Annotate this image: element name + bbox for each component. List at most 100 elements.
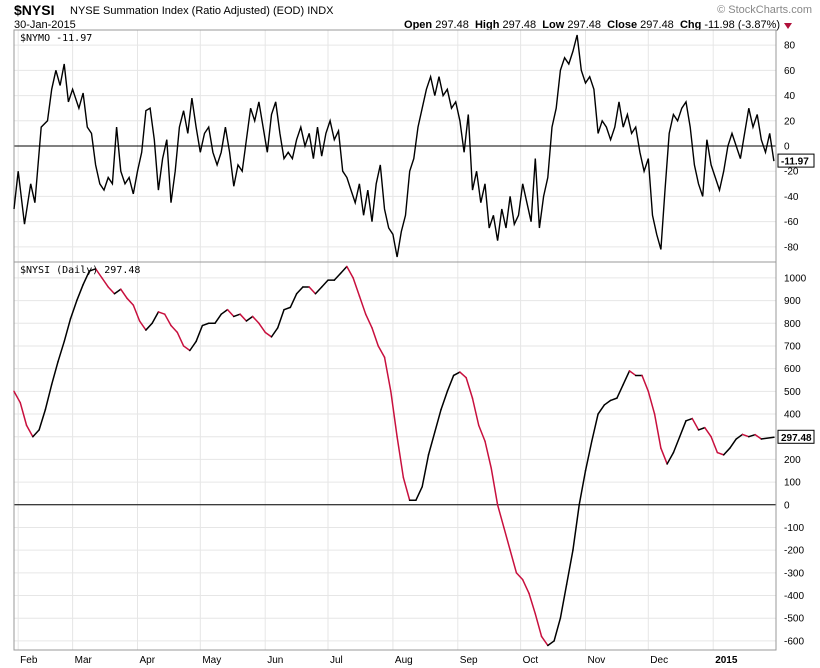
nysi-series-segment bbox=[126, 297, 135, 306]
x-tick-label: Jul bbox=[330, 655, 343, 666]
high-label: High bbox=[474, 19, 500, 31]
high-value: 297.48 bbox=[502, 19, 537, 31]
nysi-series-segment bbox=[490, 467, 499, 506]
nysi-series-segment bbox=[220, 308, 229, 315]
nysi-series-segment bbox=[503, 526, 511, 551]
nysi-y-tick-label: -500 bbox=[784, 614, 804, 625]
x-tick-label: 2015 bbox=[715, 655, 738, 666]
nysi-series-segment bbox=[591, 413, 599, 443]
nysi-last-value-box bbox=[777, 429, 815, 444]
nysi-series-segment bbox=[44, 383, 53, 411]
nymo-last-value-label: -11.97 bbox=[781, 157, 809, 168]
nysi-series-segment bbox=[628, 370, 637, 377]
nysi-series-segment bbox=[465, 376, 474, 399]
nysi-series-segment bbox=[565, 549, 574, 585]
close-value: 297.48 bbox=[640, 19, 674, 31]
nysi-series-segment bbox=[233, 313, 241, 318]
x-tick-label: Jun bbox=[267, 655, 283, 666]
nysi-y-tick-label: 600 bbox=[784, 364, 801, 375]
x-tick-label: Sep bbox=[460, 655, 478, 666]
nysi-series-segment bbox=[760, 436, 775, 440]
nysi-y-tick-label: 0 bbox=[784, 500, 790, 511]
nysi-series-segment bbox=[553, 617, 562, 642]
nysi-series-segment bbox=[672, 435, 681, 454]
x-tick-label: Oct bbox=[523, 655, 539, 666]
nysi-series-segment bbox=[170, 324, 179, 334]
nymo-y-tick-label: -80 bbox=[784, 242, 799, 253]
nysi-series-segment bbox=[251, 315, 260, 325]
nysi-series-segment bbox=[19, 401, 28, 427]
nysi-series-segment bbox=[13, 390, 22, 404]
nysi-y-tick-label: 700 bbox=[784, 341, 801, 352]
nysi-series-segment bbox=[653, 413, 662, 449]
nysi-y-tick-label: 400 bbox=[784, 410, 801, 421]
x-tick-label: Nov bbox=[588, 655, 606, 666]
nysi-series-segment bbox=[704, 426, 712, 438]
nysi-series-segment bbox=[496, 504, 505, 529]
nysi-series-segment bbox=[57, 340, 65, 363]
nysi-series-segment bbox=[440, 390, 449, 411]
nysi-series-segment bbox=[289, 293, 298, 309]
nysi-series-segment bbox=[132, 304, 141, 322]
nysi-series-segment bbox=[50, 361, 59, 386]
nysi-series-segment bbox=[528, 592, 537, 615]
nysi-series-segment bbox=[371, 327, 380, 347]
nysi-series-segment bbox=[189, 340, 197, 352]
nysi-series-segment bbox=[666, 451, 675, 465]
nysi-series-segment bbox=[151, 311, 160, 325]
nysi-series-segment bbox=[484, 440, 493, 470]
nysi-y-tick-label: 100 bbox=[784, 478, 801, 489]
nymo-last-value-box bbox=[777, 153, 815, 168]
nysi-series-segment bbox=[559, 583, 568, 619]
x-tick-label: Mar bbox=[75, 655, 93, 666]
nymo-y-tick-label: 0 bbox=[784, 142, 790, 153]
nysi-series-segment bbox=[710, 435, 719, 454]
nysi-series-segment bbox=[741, 433, 750, 438]
nysi-series-segment bbox=[660, 447, 668, 465]
nysi-series-segment bbox=[364, 313, 373, 329]
nysi-series-segment bbox=[521, 578, 530, 595]
nysi-series-segment bbox=[239, 313, 248, 322]
nysi-series-segment bbox=[270, 327, 279, 338]
nysi-series-segment bbox=[603, 399, 612, 406]
nysi-series-segment bbox=[534, 612, 543, 638]
nysi-series-segment bbox=[597, 404, 606, 415]
nysi-series-segment bbox=[685, 417, 694, 422]
nysi-series-segment bbox=[396, 435, 405, 479]
nysi-series-segment bbox=[390, 390, 398, 438]
nysi-y-tick-label: 500 bbox=[784, 387, 801, 398]
nysi-series-segment bbox=[748, 433, 756, 438]
open-value: 297.48 bbox=[435, 19, 469, 31]
nysi-series-segment bbox=[647, 390, 656, 415]
nysi-series-segment bbox=[584, 440, 593, 472]
nysi-series-segment bbox=[477, 424, 486, 443]
nysi-series-segment bbox=[452, 371, 461, 377]
nysi-series-segment bbox=[641, 374, 650, 393]
nysi-series-segment bbox=[691, 417, 700, 431]
nysi-series-segment bbox=[32, 429, 40, 438]
nymo-y-tick-label: -20 bbox=[784, 167, 799, 178]
chg-value: -11.98 (-3.87%) bbox=[704, 19, 780, 31]
nysi-series-segment bbox=[346, 265, 354, 279]
nysi-series-segment bbox=[38, 408, 47, 431]
nysi-series-segment bbox=[320, 279, 329, 288]
nysi-series-segment bbox=[283, 306, 292, 311]
nysi-series-segment bbox=[735, 433, 744, 440]
nysi-series-segment bbox=[308, 286, 317, 295]
nymo-y-tick-label: 40 bbox=[784, 91, 796, 102]
nysi-series-segment bbox=[547, 640, 555, 647]
nysi-series-segment bbox=[383, 356, 392, 393]
nysi-y-tick-label: 200 bbox=[784, 455, 801, 466]
x-tick-label: Feb bbox=[20, 655, 38, 666]
nysi-series-segment bbox=[697, 426, 706, 431]
nymo-panel-title: $NYMO -11.97 bbox=[20, 33, 92, 44]
nysi-series-segment bbox=[88, 268, 97, 272]
nysi-series-segment bbox=[277, 308, 285, 329]
nysi-series-segment bbox=[314, 286, 323, 295]
nysi-series-segment bbox=[107, 286, 116, 295]
nysi-series-segment bbox=[295, 286, 304, 295]
nysi-series-segment bbox=[214, 313, 222, 325]
nysi-panel-title: $NYSI (Daily) 297.48 bbox=[20, 265, 140, 276]
nysi-y-tick-label: -200 bbox=[784, 546, 804, 557]
x-tick-label: Dec bbox=[650, 655, 668, 666]
